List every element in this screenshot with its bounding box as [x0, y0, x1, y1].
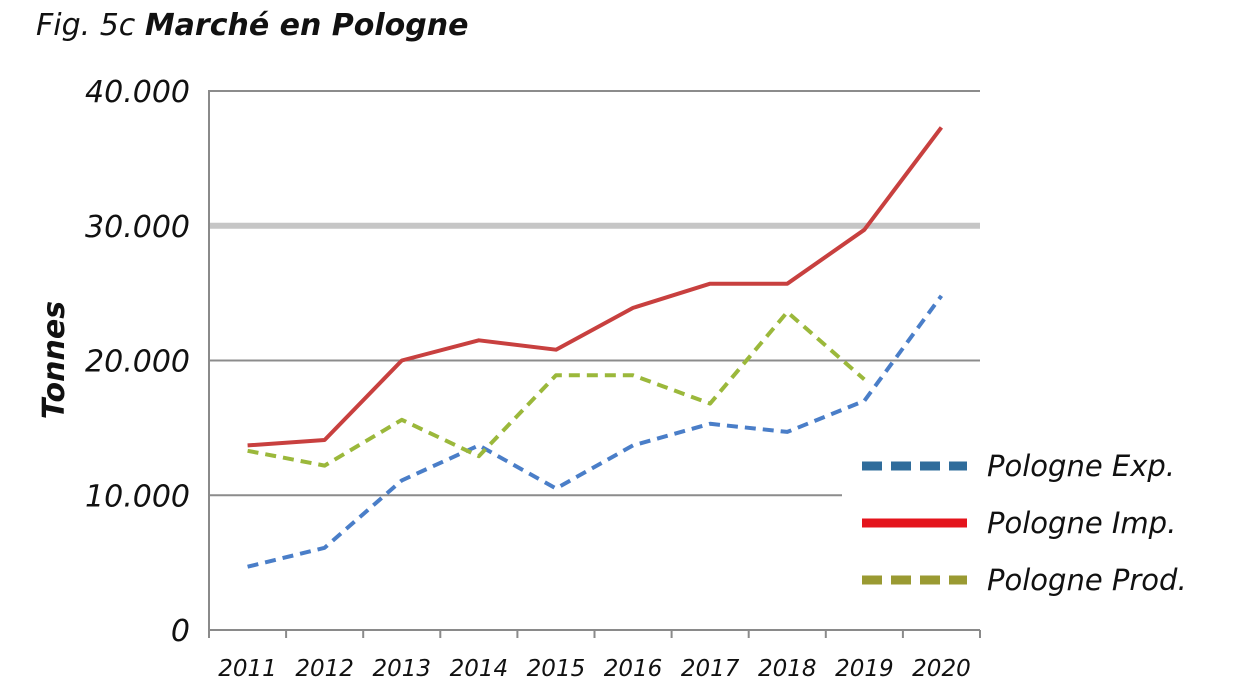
x-tick-label: 2017	[681, 656, 740, 682]
x-tick-label: 2018	[758, 656, 817, 682]
axes	[208, 90, 981, 638]
series-line-pologne-imp	[247, 126, 943, 448]
y-axis-label: Tonnes	[37, 301, 72, 419]
x-tick-label: 2019	[835, 656, 894, 682]
x-tick-label: 2016	[604, 656, 663, 682]
legend: Pologne Exp. Pologne Imp. Pologne Prod.	[842, 440, 1222, 610]
series-line-pologne-exp	[247, 294, 944, 569]
legend-label: Pologne Imp.	[987, 506, 1176, 540]
figure-title: Fig. 5c Marché en Pologne	[36, 8, 468, 43]
x-tick-label: 2013	[372, 656, 431, 682]
y-tick-label: 20.000	[85, 345, 190, 380]
x-tick-label: 2011	[218, 656, 277, 682]
x-tick-labels: 2011 2012 2013 2014 2015 2016 2017 2018 2019 2020	[218, 656, 970, 682]
y-tick-label: 10.000	[85, 479, 190, 514]
x-tick-label: 2020	[912, 656, 971, 682]
figure-number: Fig. 5c	[36, 8, 145, 43]
y-tick-label: 30.000	[85, 210, 190, 245]
gridlines	[209, 90, 980, 497]
series-lines	[247, 126, 944, 569]
series-line-pologne-prod	[247, 310, 866, 468]
x-tick-label: 2012	[295, 656, 354, 682]
y-tick-label: 0	[171, 614, 190, 649]
chart-title: Marché en Pologne	[144, 8, 469, 43]
legend-label: Pologne Prod.	[987, 563, 1187, 597]
y-tick-label: 40.000	[85, 75, 190, 110]
x-tick-label: 2015	[527, 656, 586, 682]
y-tick-labels: 0 10.000 20.000 30.000 40.000	[85, 75, 190, 649]
legend-label: Pologne Exp.	[987, 449, 1175, 483]
x-tick-label: 2014	[450, 656, 509, 682]
